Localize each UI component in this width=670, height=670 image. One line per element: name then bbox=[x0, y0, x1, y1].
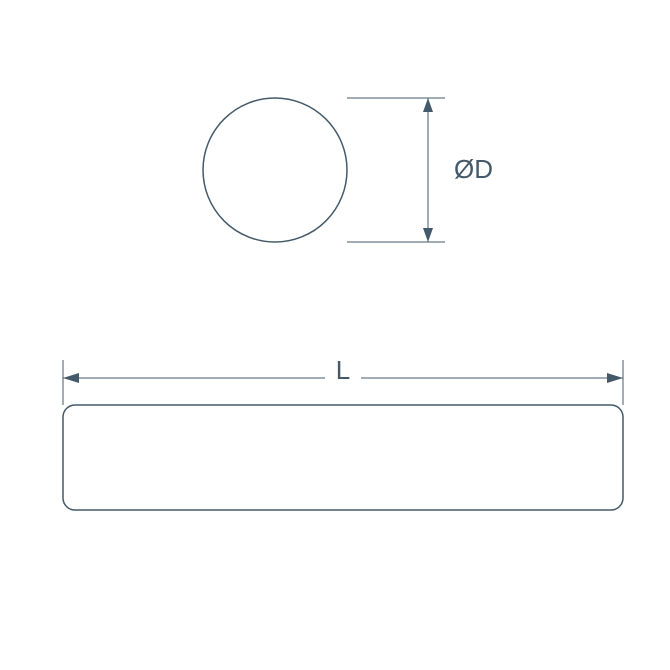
technical-drawing: ØD L bbox=[0, 0, 670, 670]
length-label: L bbox=[336, 355, 350, 385]
side-view-bar bbox=[63, 405, 623, 510]
diameter-label: ØD bbox=[454, 154, 493, 184]
length-arrow-right bbox=[607, 373, 623, 383]
length-arrow-left bbox=[63, 373, 79, 383]
diameter-arrow-bottom bbox=[423, 228, 433, 242]
cross-section-circle bbox=[203, 98, 347, 242]
diameter-arrow-top bbox=[423, 98, 433, 112]
